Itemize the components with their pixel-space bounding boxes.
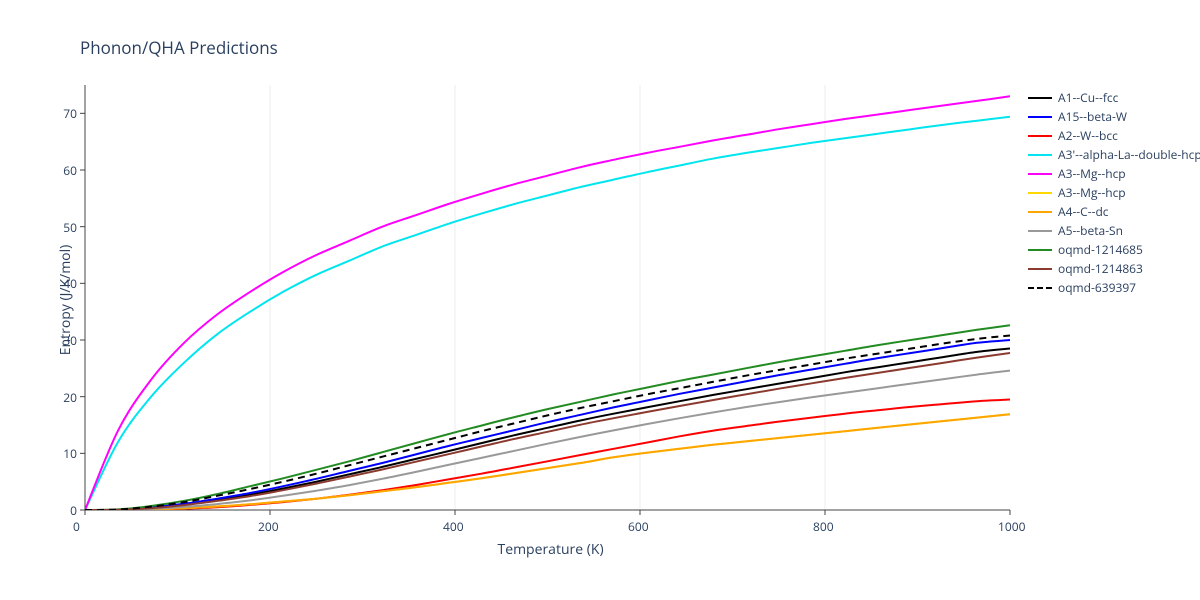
series-line[interactable] bbox=[85, 353, 1010, 510]
legend-item[interactable]: A5--beta-Sn bbox=[1028, 221, 1200, 240]
legend-label: oqmd-639397 bbox=[1058, 279, 1136, 296]
series-line[interactable] bbox=[85, 325, 1010, 510]
x-tick-label: 400 bbox=[443, 518, 464, 535]
legend-label: A1--Cu--fcc bbox=[1058, 89, 1118, 106]
x-tick-label: 200 bbox=[258, 518, 279, 535]
y-tick-label: 0 bbox=[70, 502, 77, 519]
legend: A1--Cu--fcc A15--beta-W A2--W--bcc A3'--alp… bbox=[1028, 88, 1200, 297]
legend-swatch bbox=[1028, 230, 1052, 232]
legend-label: A5--beta-Sn bbox=[1058, 222, 1123, 239]
y-tick-label: 20 bbox=[63, 389, 77, 406]
legend-swatch bbox=[1028, 192, 1052, 194]
y-tick-label: 10 bbox=[63, 445, 77, 462]
y-tick-label: 50 bbox=[63, 219, 77, 236]
legend-swatch bbox=[1028, 173, 1052, 175]
x-tick-label: 800 bbox=[813, 518, 834, 535]
legend-item[interactable]: A3--Mg--hcp bbox=[1028, 183, 1200, 202]
y-tick-label: 40 bbox=[63, 275, 77, 292]
y-tick-label: 70 bbox=[63, 105, 77, 122]
x-tick-label: 600 bbox=[628, 518, 649, 535]
legend-label: A2--W--bcc bbox=[1058, 127, 1118, 144]
legend-swatch bbox=[1028, 116, 1052, 118]
legend-label: oqmd-1214863 bbox=[1058, 260, 1143, 277]
x-tick-label: 1000 bbox=[998, 518, 1025, 535]
x-tick-label: 0 bbox=[73, 518, 80, 535]
series-line[interactable] bbox=[85, 340, 1010, 510]
legend-item[interactable]: oqmd-1214685 bbox=[1028, 240, 1200, 259]
legend-swatch bbox=[1028, 154, 1052, 156]
legend-label: oqmd-1214685 bbox=[1058, 241, 1143, 258]
legend-item[interactable]: A1--Cu--fcc bbox=[1028, 88, 1200, 107]
y-tick-label: 30 bbox=[63, 332, 77, 349]
legend-swatch bbox=[1028, 97, 1052, 99]
legend-label: A4--C--dc bbox=[1058, 203, 1109, 220]
legend-item[interactable]: A3--Mg--hcp bbox=[1028, 164, 1200, 183]
legend-swatch bbox=[1028, 135, 1052, 137]
legend-label: A15--beta-W bbox=[1058, 108, 1127, 125]
series-line[interactable] bbox=[85, 371, 1010, 510]
series-line[interactable] bbox=[85, 96, 1010, 510]
legend-item[interactable]: oqmd-1214863 bbox=[1028, 259, 1200, 278]
chart-canvas bbox=[0, 0, 1200, 600]
legend-item[interactable]: A15--beta-W bbox=[1028, 107, 1200, 126]
legend-label: A3'--alpha-La--double-hcp bbox=[1058, 146, 1200, 163]
legend-item[interactable]: A3'--alpha-La--double-hcp bbox=[1028, 145, 1200, 164]
legend-item[interactable]: A2--W--bcc bbox=[1028, 126, 1200, 145]
legend-swatch bbox=[1028, 287, 1052, 289]
legend-label: A3--Mg--hcp bbox=[1058, 184, 1126, 201]
legend-swatch bbox=[1028, 249, 1052, 251]
legend-label: A3--Mg--hcp bbox=[1058, 165, 1126, 182]
legend-item[interactable]: A4--C--dc bbox=[1028, 202, 1200, 221]
legend-swatch bbox=[1028, 211, 1052, 213]
legend-swatch bbox=[1028, 268, 1052, 270]
legend-item[interactable]: oqmd-639397 bbox=[1028, 278, 1200, 297]
y-tick-label: 60 bbox=[63, 162, 77, 179]
